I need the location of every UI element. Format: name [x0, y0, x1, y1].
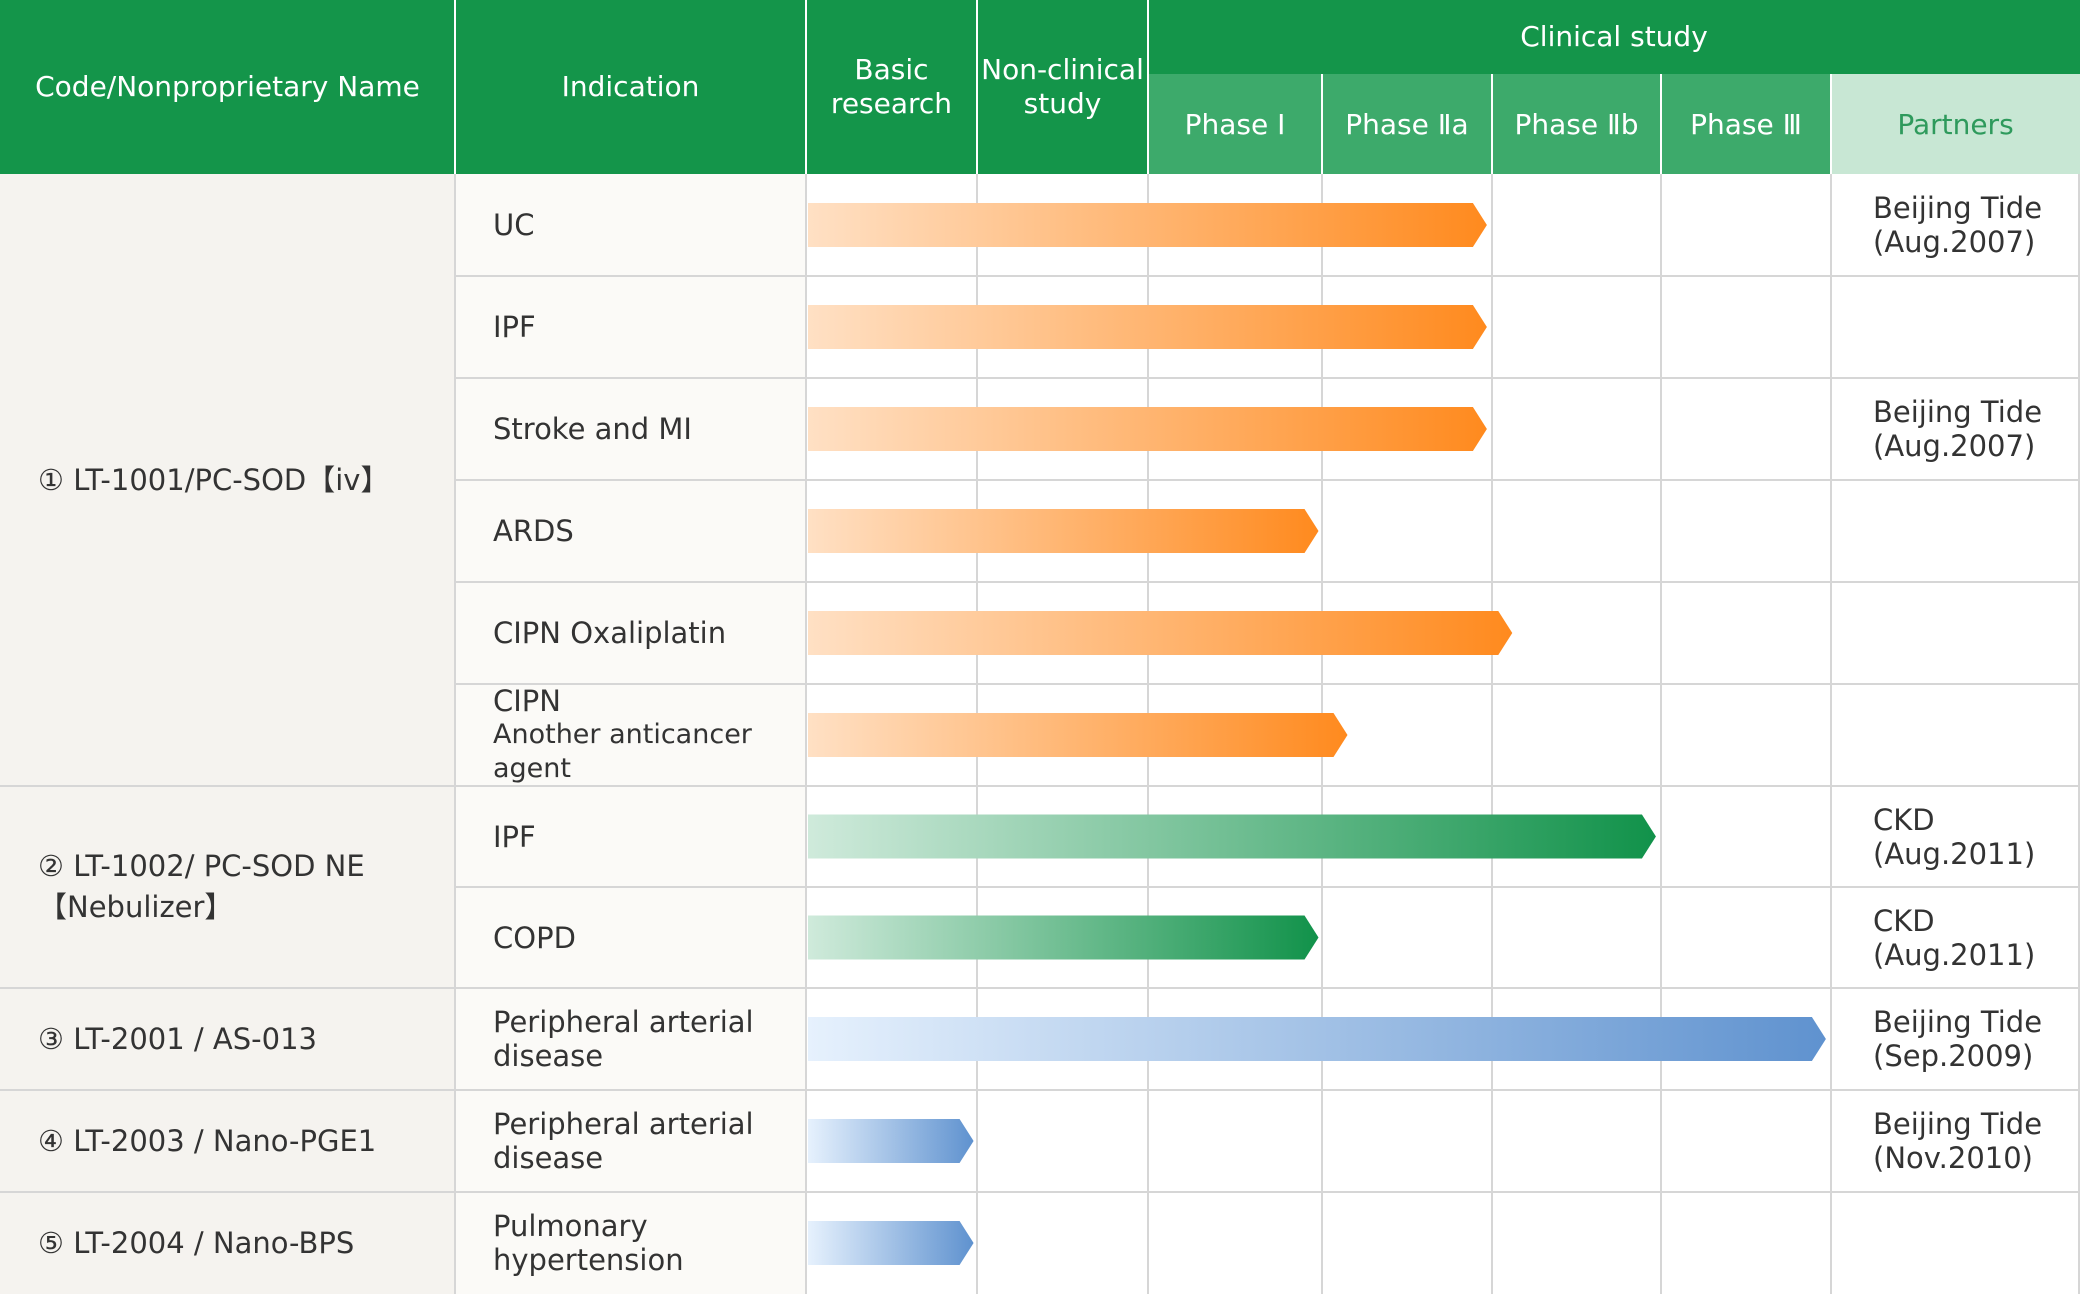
header-code-name: Code/Nonproprietary Name — [0, 0, 455, 174]
partner-row-10: Beijing Tide (Nov.2010) — [1831, 1090, 2080, 1192]
header-partners: Partners — [1831, 74, 2080, 174]
indication-row-1: UC — [455, 174, 806, 276]
indication-row-10-main: Peripheral arterial — [493, 1107, 754, 1141]
header-basic-research: Basic research — [806, 0, 977, 174]
indication-row-1-main: UC — [493, 208, 535, 242]
partner-row-7: CKD (Aug.2011) — [1831, 786, 2080, 887]
program-code-5: ⑤ LT-2004 / Nano-BPS — [0, 1192, 455, 1294]
header-phase-2b: Phase Ⅱb — [1492, 74, 1661, 174]
program-code-2-line1: ② LT-1002/ PC-SOD NE — [38, 849, 365, 883]
progress-arrow-row-9 — [808, 1017, 1826, 1061]
indication-row-5: CIPN Oxaliplatin — [455, 582, 806, 684]
header-non-clinical-line1: Non-clinical — [981, 53, 1144, 86]
progress-arrow-row-8 — [808, 915, 1319, 960]
partner-row-8-line2: (Aug.2011) — [1873, 937, 2036, 972]
indication-row-10-sub: disease — [493, 1141, 604, 1175]
program-code-1-text: ① LT-1001/PC-SOD【iv】 — [38, 462, 390, 497]
partner-row-10-line2: (Nov.2010) — [1873, 1141, 2033, 1175]
header-non-clinical: Non-clinical study — [977, 0, 1148, 174]
indication-row-3-main: Stroke and MI — [493, 412, 692, 446]
partner-row-9: Beijing Tide (Sep.2009) — [1831, 988, 2080, 1090]
header-indication: Indication — [455, 0, 806, 174]
partner-row-8-line1: CKD — [1873, 903, 1935, 938]
partner-row-3-line2: (Aug.2007) — [1873, 429, 2036, 463]
partner-row-9-line2: (Sep.2009) — [1873, 1039, 2034, 1073]
progress-arrow-row-1 — [808, 203, 1487, 247]
indication-row-11-main: Pulmonary — [493, 1209, 648, 1243]
indication-row-9-sub: disease — [493, 1039, 604, 1073]
progress-arrow-row-4 — [808, 509, 1319, 553]
partner-row-1: Beijing Tide (Aug.2007) — [1831, 174, 2080, 276]
header-phase-3: Phase Ⅲ — [1661, 74, 1831, 174]
program-code-1: ① LT-1001/PC-SOD【iv】 — [0, 174, 455, 786]
indication-row-11: Pulmonary hypertension — [455, 1192, 806, 1294]
header-clinical-study: Clinical study — [1148, 0, 2080, 74]
progress-arrow-row-2 — [808, 305, 1487, 349]
indication-row-2-main: IPF — [493, 310, 536, 344]
header-non-clinical-line2: study — [1023, 87, 1102, 120]
program-code-4: ④ LT-2003 / Nano-PGE1 — [0, 1090, 455, 1192]
partner-row-1-line2: (Aug.2007) — [1873, 225, 2036, 259]
program-code-5-text: ⑤ LT-2004 / Nano-BPS — [38, 1225, 355, 1260]
progress-arrow-row-10 — [808, 1119, 974, 1163]
progress-arrow-row-11 — [808, 1221, 974, 1265]
program-code-2: ② LT-1002/ PC-SOD NE 【Nebulizer】 — [0, 786, 455, 988]
partner-row-8: CKD (Aug.2011) — [1831, 887, 2080, 988]
indication-row-4: ARDS — [455, 480, 806, 582]
indication-row-6: CIPN Another anticancer agent — [455, 684, 806, 786]
indication-row-4-main: ARDS — [493, 514, 574, 548]
indication-row-9: Peripheral arterial disease — [455, 988, 806, 1090]
indication-row-5-main: CIPN Oxaliplatin — [493, 616, 727, 650]
indication-row-2: IPF — [455, 276, 806, 378]
program-code-4-text: ④ LT-2003 / Nano-PGE1 — [38, 1123, 377, 1158]
partner-row-7-line1: CKD — [1873, 802, 1935, 837]
indication-row-7-main: IPF — [493, 819, 536, 854]
indication-row-6-main: CIPN — [493, 684, 561, 718]
progress-arrow-row-3 — [808, 407, 1487, 451]
indication-row-8: COPD — [455, 887, 806, 988]
indication-row-7: IPF — [455, 786, 806, 887]
progress-arrow-row-7 — [808, 814, 1656, 859]
partner-row-7-line2: (Aug.2011) — [1873, 836, 2036, 871]
header-phase-2a: Phase Ⅱa — [1322, 74, 1492, 174]
header-basic-research-line2: research — [830, 87, 953, 120]
partner-row-1-line1: Beijing Tide — [1873, 191, 2043, 225]
indication-row-8-main: COPD — [493, 920, 576, 955]
partner-row-3: Beijing Tide (Aug.2007) — [1831, 378, 2080, 480]
progress-arrow-row-5 — [808, 611, 1513, 655]
progress-arrow-row-6 — [808, 713, 1348, 757]
indication-row-9-main: Peripheral arterial — [493, 1005, 754, 1039]
header-phase-1: Phase Ⅰ — [1148, 74, 1322, 174]
partner-row-3-line1: Beijing Tide — [1873, 395, 2043, 429]
program-code-3: ③ LT-2001 / AS-013 — [0, 988, 455, 1090]
partner-row-10-line1: Beijing Tide — [1873, 1107, 2043, 1141]
indication-row-3: Stroke and MI — [455, 378, 806, 480]
indication-row-6-sub: Another anticancer agent — [493, 719, 752, 784]
program-code-2-line2: 【Nebulizer】 — [38, 890, 234, 924]
program-code-3-text: ③ LT-2001 / AS-013 — [38, 1021, 317, 1056]
header-basic-research-line1: Basic — [854, 53, 929, 86]
indication-row-11-sub: hypertension — [493, 1243, 684, 1277]
partner-row-9-line1: Beijing Tide — [1873, 1005, 2043, 1039]
indication-row-10: Peripheral arterial disease — [455, 1090, 806, 1192]
